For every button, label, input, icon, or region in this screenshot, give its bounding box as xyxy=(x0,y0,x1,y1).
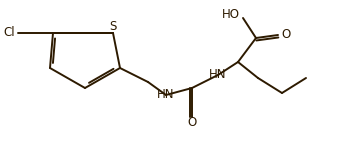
Text: HO: HO xyxy=(222,9,240,22)
Text: HN: HN xyxy=(209,69,227,82)
Text: HN: HN xyxy=(157,89,175,102)
Text: O: O xyxy=(187,115,197,128)
Text: S: S xyxy=(109,20,117,33)
Text: Cl: Cl xyxy=(4,27,15,40)
Text: O: O xyxy=(281,29,290,42)
